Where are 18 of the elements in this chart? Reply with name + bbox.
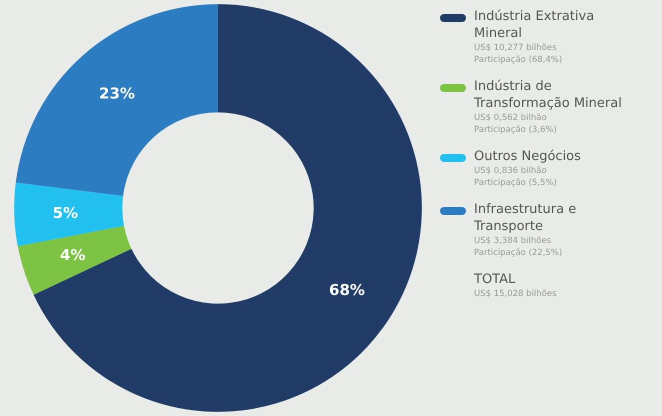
data-label: 5% [52, 204, 78, 222]
text: Participação (5,5%) [474, 177, 558, 189]
data-label: 23% [99, 84, 135, 102]
data-label: 4% [60, 246, 86, 264]
text: TOTAL [474, 271, 516, 288]
text: US$ 0,562 bilhão [474, 112, 548, 124]
text: Participação (22,5%) [474, 247, 564, 259]
legend-label: Infraestrutura e Transporte [474, 201, 578, 235]
text: US$ 10,277 bilhões [474, 42, 558, 54]
legend-label: Outros Negócios [474, 148, 582, 165]
text: US$ 0,836 bilhão [474, 165, 548, 177]
text: Participação (68,4%) [474, 54, 564, 66]
text: US$ 15,028 bilhões [474, 288, 558, 300]
text: Participação (3,6%) [474, 124, 558, 136]
text: US$ 3,384 bilhões [474, 235, 552, 247]
legend-label: Indústria Extrativa Mineral [474, 8, 596, 42]
data-label: 68% [329, 280, 365, 299]
legend-label: Indústria de Transformação Mineral [474, 78, 623, 112]
